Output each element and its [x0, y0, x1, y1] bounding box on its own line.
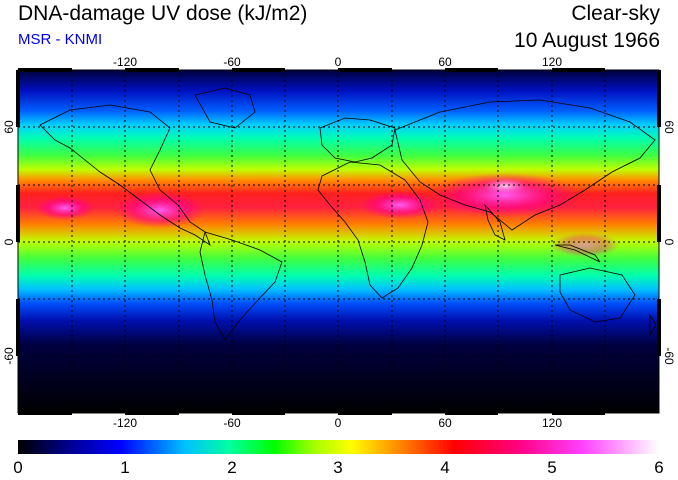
map-title: DNA-damage UV dose (kJ/m2) [18, 2, 308, 25]
colorbar-label: 3 [333, 458, 343, 477]
lat-tick-label: 60 [2, 120, 16, 134]
colorbar-label: 1 [120, 458, 130, 477]
lat-tick-label: 0 [662, 239, 676, 246]
australia-coast [559, 267, 636, 323]
date-label: 10 August 1966 [514, 29, 660, 52]
asia-coast [394, 99, 656, 231]
colorbar-label: 4 [440, 458, 450, 477]
colorbar-label: 2 [227, 458, 237, 477]
lat-tick-label: -60 [662, 347, 676, 365]
africa-coast [317, 161, 429, 299]
condition-label: Clear-sky [571, 2, 660, 25]
lon-tick-label: -60 [223, 55, 241, 69]
coastlines [39, 87, 657, 341]
lon-tick-label: 120 [542, 416, 562, 430]
lon-tick-label: 120 [542, 55, 562, 69]
lat-ticks-left: 60 0 -60 [2, 120, 16, 365]
lat-ticks-right: 60 0 -60 [662, 120, 676, 365]
lat-tick-label: 60 [662, 120, 676, 134]
indonesia-coast [554, 244, 601, 263]
lon-tick-label: -120 [113, 416, 137, 430]
india-coast [484, 203, 506, 241]
lon-ticks-bottom: -120 -60 0 60 120 [113, 416, 562, 430]
lat-tick-label: -60 [2, 347, 16, 365]
lon-tick-label: -120 [113, 55, 137, 69]
graticule [18, 70, 659, 413]
colorbar [18, 440, 659, 454]
lon-tick-label: 0 [335, 416, 342, 430]
lon-tick-label: 0 [335, 55, 342, 69]
colorbar-label: 6 [654, 458, 664, 477]
map-frame [16, 68, 661, 415]
south-america-coast [199, 231, 283, 341]
europe-coast [319, 117, 396, 163]
greenland-coast [194, 87, 256, 129]
lon-tick-label: 60 [438, 55, 452, 69]
colorbar-label: 5 [547, 458, 557, 477]
map-field [18, 70, 659, 413]
lat-tick-label: 0 [2, 238, 16, 245]
source-label: MSR - KNMI [18, 31, 103, 48]
lon-ticks-top: -120 -60 0 60 120 [113, 55, 562, 69]
colorbar-label: 0 [13, 458, 23, 477]
north-america-coast [39, 104, 211, 247]
lon-tick-label: 60 [438, 416, 452, 430]
lon-tick-label: -60 [223, 416, 241, 430]
new-zealand-coast [649, 313, 657, 337]
